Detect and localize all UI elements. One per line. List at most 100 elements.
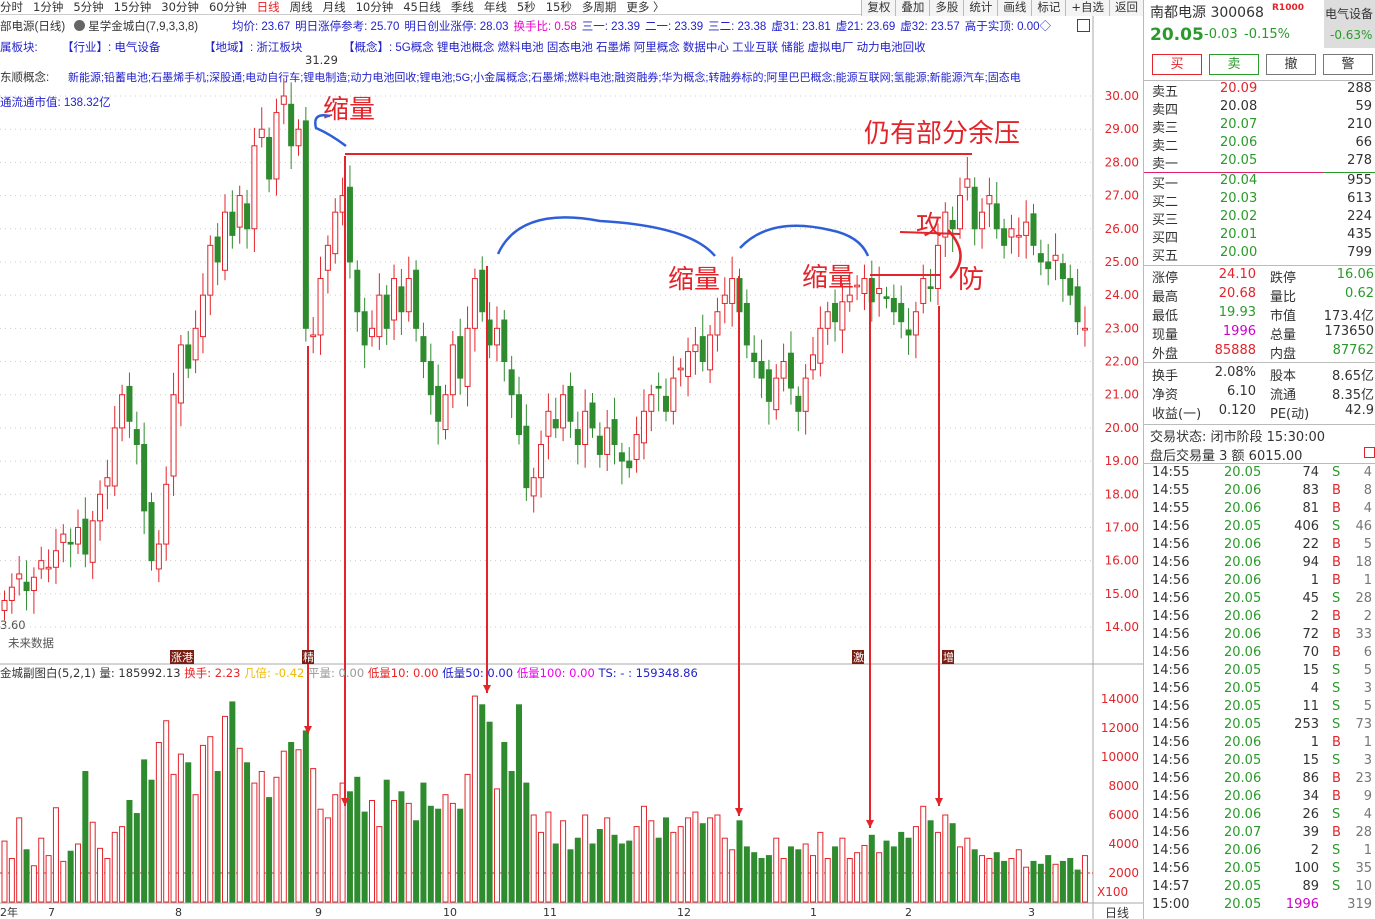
tool-button[interactable]: 统计 (963, 0, 998, 16)
tick-side: B (1332, 771, 1341, 786)
candle-body (810, 354, 816, 371)
quote-row: 买三 20.02 224 (1144, 209, 1375, 228)
candle-body (964, 178, 971, 188)
tick-price: 20.06 (1224, 843, 1262, 858)
volume-bar (258, 771, 265, 903)
stat-label: 现量 (1152, 328, 1179, 343)
cancel-button[interactable]: 撤 (1266, 54, 1316, 75)
stat-value: 6.10 (1227, 384, 1256, 399)
stat-value: 8.65亿 (1332, 369, 1374, 384)
volume-bar (971, 849, 978, 903)
period-tab[interactable]: 5秒 (516, 0, 536, 14)
period-tab[interactable]: 5分钟 (73, 0, 104, 14)
indicator-stats: 均价: 23.67 明日涨停参考: 25.70 明日创业涨停: 28.03 换手比: … (232, 18, 1056, 34)
level-volume: 799 (1347, 245, 1372, 260)
tick-count: 1 (1363, 573, 1372, 588)
volume-bar (552, 843, 559, 903)
sector-pct: -0.63% (1330, 28, 1373, 42)
period-tab[interactable]: 30分钟 (161, 0, 199, 14)
level-label: 买二 (1152, 195, 1179, 210)
tool-button[interactable]: 返回 (1109, 0, 1143, 16)
volume-bar (942, 814, 949, 903)
quote-row: 14:56 20.06 1 B 1 (1144, 735, 1375, 753)
period-tab[interactable]: 45日线 (403, 0, 441, 14)
panel-toggle-icon[interactable] (1077, 19, 1090, 32)
volume-bar (692, 811, 699, 903)
price-tick-label: 16.00 (1105, 554, 1139, 568)
volume-bar (685, 817, 692, 903)
indicator-name[interactable]: 星学金城白(7,9,3,3,8) (74, 18, 198, 34)
candle-body (457, 336, 464, 379)
volume-bar (795, 849, 802, 903)
tool-button[interactable]: 画线 (997, 0, 1032, 16)
period-tab[interactable]: 周线 (289, 0, 313, 14)
region-link[interactable]: 【地域】: 浙江板块 (204, 42, 303, 54)
tool-button[interactable]: 标记 (1031, 0, 1066, 16)
volume-bar (618, 843, 625, 903)
period-tab[interactable]: 日线 (256, 0, 280, 14)
price-pct: -0.15% (1244, 27, 1290, 42)
candle-body (670, 377, 677, 412)
period-tab[interactable]: 分时 (0, 0, 23, 14)
quote-row: 14:56 20.05 15 S 5 (1144, 663, 1375, 681)
level-volume: 59 (1355, 99, 1372, 114)
annotation-shrink-1: 缩量 (323, 95, 375, 125)
period-tab[interactable]: 季线 (450, 0, 474, 14)
price-tick-label: 28.00 (1105, 155, 1139, 169)
candle-body (927, 286, 934, 290)
tool-button[interactable]: 叠加 (895, 0, 930, 16)
period-tab[interactable]: 10分钟 (355, 0, 394, 14)
candle-body (890, 297, 897, 313)
concepts-links[interactable]: 【概念】: 5G概念 锂电池概念 燃料电池 固态电池 石墨烯 阿里概念 数据中心… (343, 42, 926, 54)
quote-row: 买五 20.00 799 (1144, 245, 1375, 264)
tick-price: 20.05 (1224, 717, 1262, 732)
tick-time: 14:56 (1152, 609, 1190, 624)
candle-body (214, 236, 221, 263)
kline-chart[interactable]: 30.00 29.00 28.00 27.00 26.00 25.00 24.00 23.00… (0, 16, 1143, 919)
period-tab[interactable]: 更多 〉 (626, 0, 665, 14)
tick-count: 46 (1355, 519, 1372, 534)
float-market-cap: 通流通市值: 138.32亿 (0, 97, 111, 109)
sell-button[interactable]: 卖 (1209, 54, 1259, 75)
candle-body (560, 394, 567, 429)
volume-bar (964, 837, 971, 903)
quote-row: 买四 20.01 435 (1144, 227, 1375, 246)
sector-box[interactable]: 电气设备 -0.63% (1324, 0, 1375, 48)
volume-bar (773, 837, 780, 903)
period-tab[interactable]: 月线 (322, 0, 346, 14)
candle-body (1030, 213, 1037, 246)
level-price: 20.06 (1220, 135, 1258, 150)
volume-bar (177, 753, 184, 903)
candle-body (971, 186, 978, 230)
candle-body (508, 369, 515, 396)
tick-volume: 94 (1302, 555, 1319, 570)
period-tab[interactable]: 15分钟 (113, 0, 152, 14)
volume-bar (89, 821, 96, 903)
candle-body (207, 244, 214, 296)
industry-link[interactable]: 【行业】: 电气设备 (62, 42, 161, 54)
candle-body (714, 311, 721, 336)
candle-body (567, 385, 574, 422)
quote-row: 14:56 20.05 100 S 35 (1144, 861, 1375, 879)
candle-body (199, 294, 206, 338)
period-tab[interactable]: 15秒 (545, 0, 572, 14)
tool-button[interactable]: 复权 (861, 0, 896, 16)
tool-button[interactable]: +自选 (1065, 0, 1109, 16)
buy-button[interactable]: 买 (1152, 54, 1202, 75)
price-tick-label: 26.00 (1105, 222, 1139, 236)
tick-side: S (1332, 843, 1341, 858)
period-tab[interactable]: 60分钟 (208, 0, 247, 14)
volume-tick-label: 10000 (1101, 750, 1139, 764)
bar-chart-icon[interactable] (1364, 447, 1375, 458)
indicator-toggle-icon[interactable] (74, 20, 85, 31)
indicator-stat: 虚31: 23.81 (771, 21, 831, 33)
period-tab[interactable]: 年线 (483, 0, 507, 14)
period-tab[interactable]: 1分钟 (33, 0, 64, 14)
alert-button[interactable]: 警 (1323, 54, 1373, 75)
candle-body (126, 385, 133, 422)
tool-button[interactable]: 多股 (929, 0, 964, 16)
indicator-stat: 明日创业涨停: 28.03 (404, 21, 509, 33)
stat-label: 净资 (1152, 388, 1179, 403)
candle-body (383, 294, 390, 329)
period-tab[interactable]: 多周期 (581, 0, 617, 14)
